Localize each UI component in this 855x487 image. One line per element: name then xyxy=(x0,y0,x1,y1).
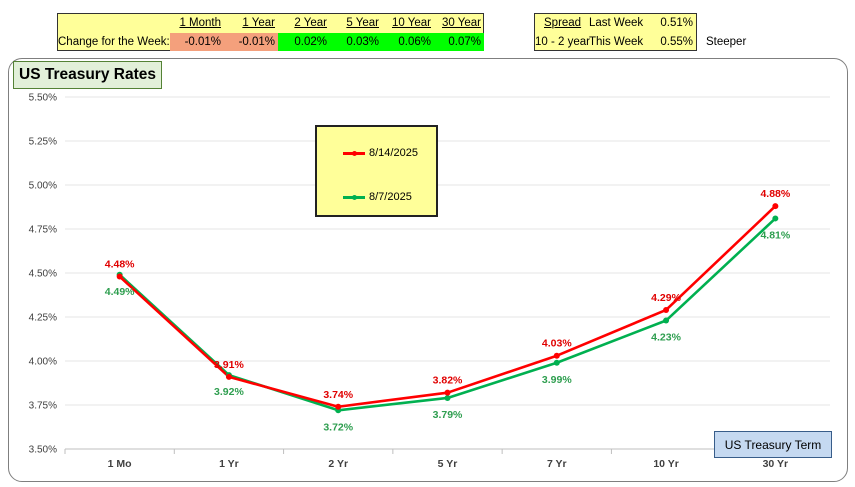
y-tick-label: 4.75% xyxy=(29,225,57,236)
y-tick-label: 5.25% xyxy=(29,137,57,148)
y-tick-label: 4.00% xyxy=(29,357,57,368)
spread-period-this-week: This Week xyxy=(589,36,644,48)
data-point xyxy=(553,352,560,359)
data-point xyxy=(225,373,232,380)
y-tick-label: 4.50% xyxy=(29,269,57,280)
data-point xyxy=(772,203,779,210)
data-label: 3.79% xyxy=(433,409,463,421)
data-point xyxy=(663,306,670,313)
change-1-month: -0.01% xyxy=(170,33,224,51)
x-tick-label: 7 Yr xyxy=(547,458,567,470)
weekly-change-table: 1 Month 1 Year 2 Year 5 Year 10 Year 30 … xyxy=(57,13,484,51)
header-2-year: 2 Year xyxy=(294,17,327,29)
data-point xyxy=(116,273,123,280)
legend-label-series-1: 8/14/2025 xyxy=(369,147,418,159)
chart-legend: 8/14/2025 8/7/2025 xyxy=(315,125,438,217)
data-point xyxy=(444,389,451,396)
y-tick-label: 4.25% xyxy=(29,313,57,324)
data-label: 4.88% xyxy=(760,188,790,200)
data-point xyxy=(444,394,451,401)
header-1-year: 1 Year xyxy=(242,17,275,29)
data-label: 4.81% xyxy=(760,229,790,241)
legend-label-series-2: 8/7/2025 xyxy=(369,191,412,203)
change-1-year: -0.01% xyxy=(224,33,278,51)
data-point xyxy=(772,215,779,222)
spread-period-last-week: Last Week xyxy=(589,17,644,29)
x-tick-label: 1 Yr xyxy=(219,458,239,470)
data-label: 3.99% xyxy=(542,374,572,386)
x-tick-label: 1 Mo xyxy=(108,458,132,470)
x-tick-label: 5 Yr xyxy=(438,458,458,470)
spread-header: Spread xyxy=(544,17,582,29)
header-30-year: 30 Year xyxy=(441,17,481,29)
change-30-year: 0.07% xyxy=(434,33,484,51)
data-label: 3.91% xyxy=(214,359,244,371)
y-tick-label: 5.50% xyxy=(29,93,57,104)
spread-value-last-week: 0.51% xyxy=(660,17,693,29)
data-point xyxy=(335,403,342,410)
header-5-year: 5 Year xyxy=(346,17,379,29)
change-row-label: Change for the Week: xyxy=(58,36,170,48)
data-point xyxy=(553,359,560,366)
data-label: 4.48% xyxy=(105,259,135,271)
x-tick-label: 10 Yr xyxy=(653,458,679,470)
legend-marker-series-1 xyxy=(352,151,357,156)
spread-label: 10 - 2 year xyxy=(535,36,590,48)
y-tick-label: 3.75% xyxy=(29,401,57,412)
change-5-year: 0.03% xyxy=(330,33,382,51)
data-label: 4.49% xyxy=(105,286,135,298)
y-tick-label: 5.00% xyxy=(29,181,57,192)
spread-trend: Steeper xyxy=(706,36,747,48)
y-tick-label: 3.50% xyxy=(29,445,57,456)
change-10-year: 0.06% xyxy=(382,33,434,51)
data-point xyxy=(663,317,670,324)
change-2-year: 0.02% xyxy=(278,33,330,51)
x-tick-label: 30 Yr xyxy=(763,458,789,470)
spread-table: Spread 10 - 2 year Last Week This Week 0… xyxy=(534,13,697,51)
header-10-year: 10 Year xyxy=(391,17,431,29)
x-axis-title: US Treasury Term xyxy=(714,431,832,458)
header-1-month: 1 Month xyxy=(179,17,221,29)
data-label: 3.72% xyxy=(323,421,353,433)
chart-title: US Treasury Rates xyxy=(13,61,162,89)
data-label: 3.82% xyxy=(433,375,463,387)
data-label: 3.74% xyxy=(323,389,353,401)
spread-value-this-week: 0.55% xyxy=(660,36,693,48)
legend-marker-series-2 xyxy=(352,195,357,200)
data-label: 3.92% xyxy=(214,386,244,398)
change-value-row: Change for the Week: -0.01% -0.01% 0.02%… xyxy=(58,33,484,51)
data-label: 4.29% xyxy=(651,292,681,304)
x-tick-label: 2 Yr xyxy=(328,458,348,470)
data-label: 4.23% xyxy=(651,332,681,344)
change-header-row: 1 Month 1 Year 2 Year 5 Year 10 Year 30 … xyxy=(58,14,483,32)
data-label: 4.03% xyxy=(542,338,572,350)
